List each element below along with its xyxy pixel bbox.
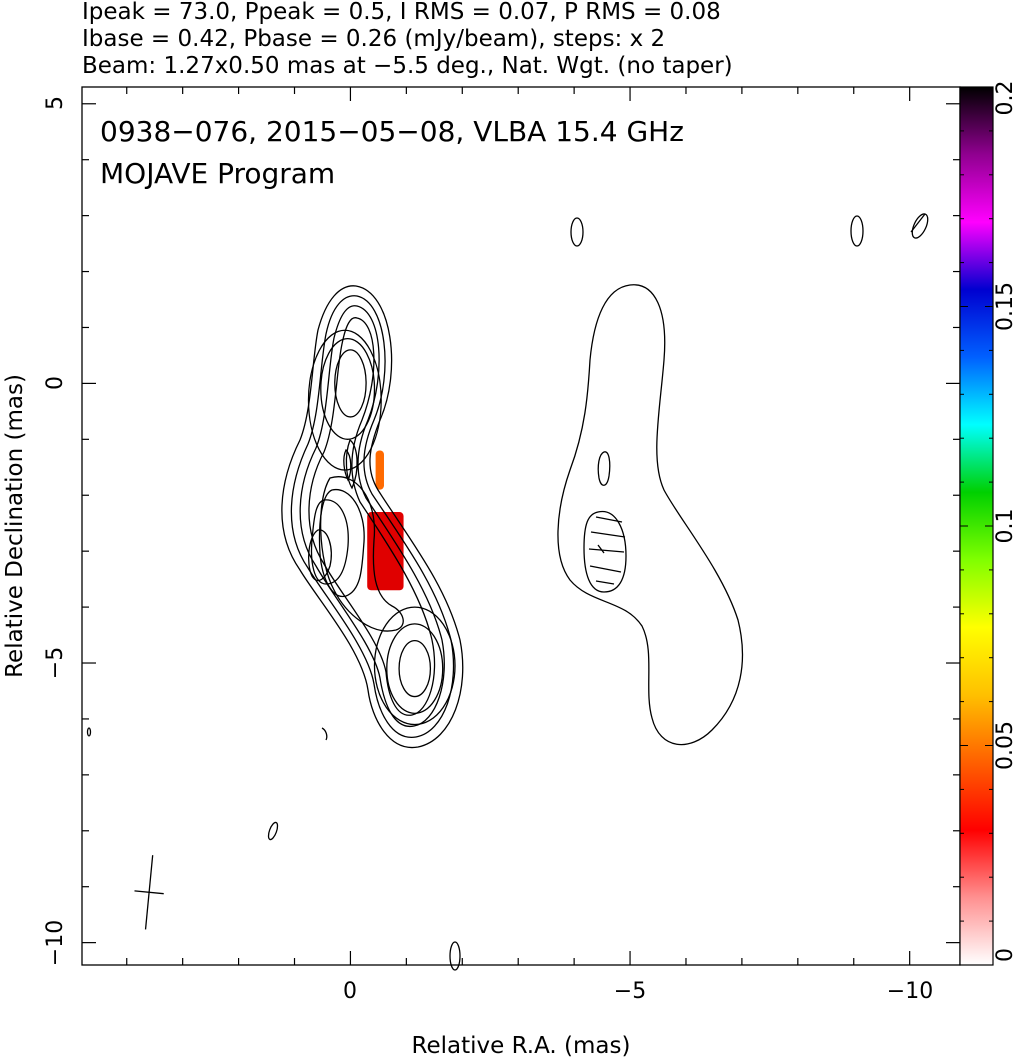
noise-blob-3 (911, 213, 929, 239)
jet-contour-9 (345, 438, 358, 490)
noise-blob-1 (570, 217, 584, 247)
noise-blob-5 (321, 727, 328, 741)
evpa-tick-6 (597, 544, 605, 554)
map-title: 0938−076, 2015−05−08, VLBA 15.4 GHz (100, 115, 684, 148)
x-tick-label-2: −10 (887, 979, 933, 1004)
beam-cross (134, 855, 164, 930)
colorbar-ticks (960, 86, 993, 966)
noise-tick-3 (910, 213, 926, 233)
knot-ring-1 (398, 639, 432, 698)
jet-contour-10 (343, 448, 352, 482)
evpa-tick-1 (595, 516, 623, 523)
noise-blob-7 (449, 941, 461, 971)
jet-contour-8 (307, 529, 332, 582)
colorbar-tick-label: 0.2 (993, 81, 1018, 116)
pol-patch-upper (375, 450, 384, 490)
core-ring-2 (320, 338, 376, 440)
polarized-intensity-contours (557, 284, 744, 746)
y-tick-label-0: 5 (43, 96, 68, 110)
beam-minor-axis (134, 890, 164, 895)
jet-contour-3 (299, 305, 445, 727)
axis-ticks (82, 87, 960, 965)
evpa-tick-2 (590, 531, 626, 538)
jet-contour-6 (318, 489, 365, 597)
x-tick-label-1: −5 (614, 979, 646, 1004)
jet-contour-4 (308, 317, 436, 716)
colorbar-tick-label: 0 (993, 948, 1018, 962)
evpa-tick-5 (595, 580, 615, 585)
core-ring-1 (334, 349, 367, 418)
plot-frame (81, 86, 961, 966)
y-tick-label-2: −5 (43, 647, 68, 679)
jet-contour-2 (290, 295, 455, 738)
x-axis-label: Relative R.A. (mas) (412, 1033, 631, 1059)
jet-contour-7 (310, 499, 349, 585)
evpa-tick-3 (588, 548, 625, 553)
colorbar-tick-label: 0.05 (993, 721, 1018, 770)
noise-blob-4 (267, 821, 279, 841)
pol-contour-inner (583, 510, 627, 593)
colorbar-tick-label: 0.1 (993, 509, 1018, 544)
colorbar-tick-labels: 0 0.05 0.1 0.15 0.2 (993, 81, 1018, 963)
map-subtitle: MOJAVE Program (100, 157, 335, 190)
jet-contour-5 (319, 476, 404, 632)
evpa-tick-4 (589, 565, 622, 573)
header-line-1: Ipeak = 73.0, Ppeak = 0.5, I RMS = 0.07,… (82, 0, 721, 25)
noise-blob-2 (850, 215, 864, 247)
y-tick-label-1: 0 (43, 376, 68, 390)
colorbar-tick-label: 0.15 (993, 282, 1018, 331)
knot-ring-3 (373, 606, 456, 726)
header-line-2: Ibase = 0.42, Pbase = 0.26 (mJy/beam), s… (82, 26, 665, 52)
y-axis-label: Relative Declination (mas) (2, 374, 28, 678)
x-tick-label-0: 0 (343, 979, 357, 1004)
core-ring-3 (307, 329, 382, 471)
pol-contour-outer (557, 284, 744, 746)
pol-contour-small (597, 451, 611, 486)
polarization-patches (367, 450, 404, 591)
pol-patch-main (367, 512, 404, 591)
knot-ring-2 (386, 623, 444, 714)
intensity-ellipses (307, 329, 456, 726)
noise-contours (86, 213, 929, 971)
y-tick-label-3: −10 (43, 920, 68, 966)
noise-blob-6 (86, 727, 92, 737)
header-line-3: Beam: 1.27x0.50 mas at −5.5 deg., Nat. W… (82, 53, 733, 79)
